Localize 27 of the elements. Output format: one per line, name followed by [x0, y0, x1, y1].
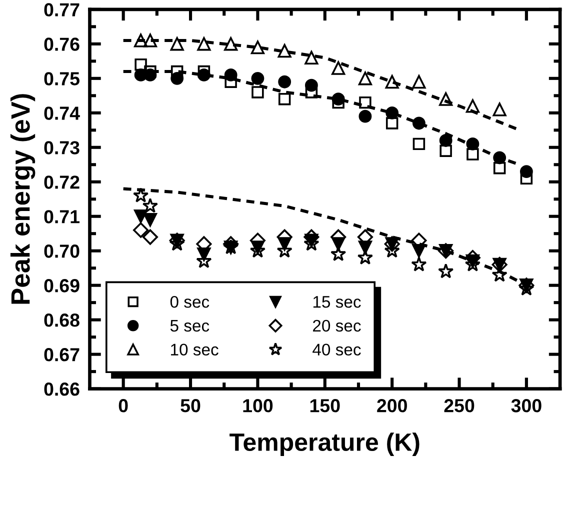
legend-label: 5 sec — [170, 320, 210, 332]
y-tick-label: 0.75 — [44, 72, 80, 86]
x-tick-label: 150 — [310, 399, 340, 412]
y-tick-label: 0.76 — [44, 38, 80, 51]
x-tick-label: 100 — [243, 399, 273, 412]
y-tick-label: 0.70 — [44, 244, 80, 258]
y-tick-label: 0.69 — [44, 279, 80, 292]
x-tick-label: 50 — [180, 399, 200, 412]
y-tick-label: 0.68 — [44, 314, 80, 327]
y-tick-label: 0.73 — [44, 141, 80, 154]
y-tick-label: 0.74 — [44, 106, 80, 120]
y-tick-label: 0.66 — [44, 382, 80, 396]
legend-label: 15 sec — [313, 296, 361, 308]
legend-label: 0 sec — [170, 296, 210, 308]
legend-label: 40 sec — [312, 344, 361, 356]
x-tick-label: 200 — [377, 399, 407, 412]
x-tick-label: 0 — [118, 399, 128, 412]
x-tick-label: 300 — [511, 399, 542, 412]
legend-label: 10 sec — [171, 344, 218, 356]
y-axis-title: Peak energy (eV) — [10, 94, 36, 304]
y-tick-label: 0.71 — [44, 210, 80, 224]
legend-label: 20 sec — [313, 320, 361, 332]
y-tick-label: 0.77 — [44, 3, 80, 16]
x-tick-label: 250 — [444, 399, 474, 412]
y-tick-label: 0.67 — [44, 348, 80, 362]
x-axis-title: Temperature (K) — [230, 432, 420, 456]
y-tick-label: 0.72 — [44, 176, 80, 189]
